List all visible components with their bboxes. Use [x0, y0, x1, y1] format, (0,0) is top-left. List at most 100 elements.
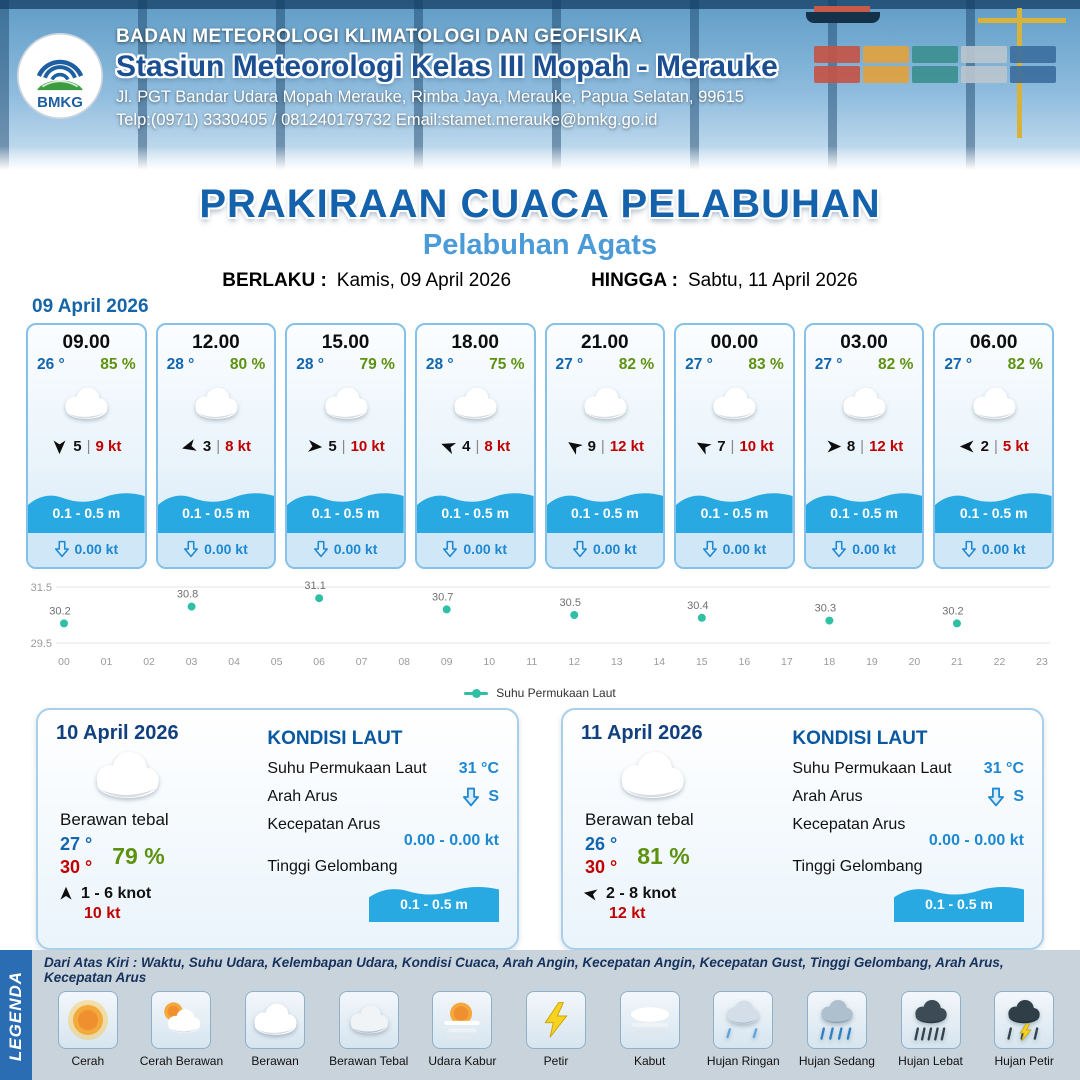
wave-height-label: Tinggi Gelombang [792, 858, 923, 875]
svg-text:29.5: 29.5 [31, 638, 52, 650]
wave-height: 0.1 - 0.5 m [830, 505, 898, 521]
sst-value: 31 °C [458, 760, 499, 777]
current-speed: 0.00 kt [722, 541, 767, 557]
wave-graphic: 0.1 - 0.5 m [416, 483, 534, 533]
svg-text:22: 22 [994, 656, 1006, 668]
forecast-card: 03.00 27 ° 82 % 8 | 12 kt 0.1 - 0.5 m 0.00 kt [803, 323, 925, 569]
current-direction-icon [988, 787, 1005, 807]
legend-title-bar: LEGENDA [0, 950, 32, 1080]
svg-text:06: 06 [313, 656, 325, 668]
humidity: 80 % [229, 356, 266, 373]
station-contact: Telp:(0971) 3330405 / 081240179732 Email… [116, 111, 658, 129]
humidity: 83 % [748, 356, 784, 373]
rain-heavy-icon [900, 991, 961, 1049]
humidity: 85 % [100, 356, 136, 373]
forecast-time: 06.00 [969, 332, 1018, 353]
legend-swatch-icon [464, 688, 489, 698]
wave-height-label: Tinggi Gelombang [267, 858, 398, 875]
current-dir-label: Arah Arus [792, 788, 863, 805]
temp-humidity-row: 27 ° 82 % [806, 354, 923, 374]
forecast-card: 18.00 28 ° 75 % 4 | 8 kt 0.1 - 0.5 m 0.00 kt [414, 323, 536, 569]
cloud-icon [287, 376, 404, 432]
svg-text:15: 15 [696, 656, 708, 668]
daily-temp-max: 30 ° [60, 857, 93, 878]
sea-conditions: KONDISI LAUT Suhu Permukaan Laut 31 °C Arah… [780, 722, 1024, 936]
svg-text:00: 00 [58, 656, 70, 668]
wind-force: 5 [328, 437, 337, 455]
wind-speed: 10 kt [350, 437, 385, 455]
svg-text:11: 11 [526, 656, 537, 668]
legend-description: Dari Atas Kiri : Waktu, Suhu Udara, Kele… [44, 955, 1004, 985]
svg-text:31.1: 31.1 [304, 580, 325, 592]
legend-item-label: Kabut [633, 1054, 666, 1068]
svg-text:05: 05 [271, 656, 283, 668]
station-address: Jl. PGT Bandar Udara Mopah Merauke, Rimb… [116, 88, 744, 106]
temp-humidity-row: 28 ° 79 % [287, 354, 404, 374]
svg-text:07: 07 [356, 656, 368, 668]
forecast-time: 18.00 [451, 332, 499, 353]
berlaku-value: Kamis, 09 April 2026 [336, 270, 512, 291]
wave-height: 0.1 - 0.5 m [52, 505, 121, 521]
temp-humidity-row: 26 ° 85 % [28, 354, 145, 374]
wave-graphic: 0.1 - 0.5 m [28, 483, 145, 533]
daily-left: 11 April 2026 Berawan tebal 26 ° 30 ° 81 % 2 … [581, 722, 780, 936]
wave-graphic: 0.1 - 0.5 m [157, 483, 275, 533]
forecast-date: 09 April 2026 [32, 296, 149, 317]
daily-wave-value: 0.1 - 0.5 m [400, 896, 468, 912]
bmkg-logo: BMKG [16, 32, 104, 120]
forecast-card: 06.00 27 ° 82 % 2 | 5 kt 0.1 - 0.5 m 0.00 kt [933, 323, 1054, 569]
org-name: BADAN METEOROLOGI KLIMATOLOGI DAN GEOFIS… [116, 26, 643, 47]
cloud-icon [245, 991, 306, 1049]
daily-temps: 27 ° 30 ° 79 % [60, 833, 255, 880]
current-speed: 0.00 kt [463, 541, 507, 557]
current-speed-label: Kecepatan Arus [792, 816, 906, 833]
legend-item: Berawan Tebal [325, 991, 413, 1068]
wind-force: 8 [846, 437, 856, 455]
daily-condition: Berawan tebal [60, 810, 169, 829]
current-row: 0.00 kt [287, 533, 404, 567]
header-text: BADAN METEOROLOGI KLIMATOLOGI DAN GEOFIS… [116, 26, 820, 130]
current-speed-value: 0.00 - 0.00 kt [928, 832, 1024, 849]
legend-item: Kabut [606, 991, 694, 1068]
current-speed: 0.00 kt [852, 541, 896, 557]
wind-row: 9 | 12 kt [547, 432, 664, 460]
daily-wind-range: 2 - 8 knot [606, 884, 677, 902]
daily-wave-value: 0.1 - 0.5 m [925, 896, 993, 912]
forecast-card: 12.00 28 ° 80 % 3 | 8 kt 0.1 - 0.5 m 0.00 kt [155, 323, 277, 569]
forecast-time: 03.00 [840, 332, 888, 353]
sun-cloud-icon [151, 991, 212, 1049]
svg-text:14: 14 [653, 656, 665, 668]
daily-wind-row: 2 - 8 knot [583, 885, 780, 903]
wind-separator: | [341, 437, 346, 455]
daily-date: 11 April 2026 [581, 722, 703, 744]
wave-graphic: 0.1 - 0.5 m [935, 483, 1052, 533]
cloud-icon [609, 747, 695, 805]
daily-wind-range: 1 - 6 knot [81, 884, 152, 902]
current-row: 0.00 kt [157, 533, 275, 567]
temperature: 28 ° [166, 356, 195, 373]
forecast-time: 15.00 [321, 332, 370, 353]
wave-graphic: 0.1 - 0.5 m [287, 483, 404, 533]
forecast-time: 21.00 [581, 332, 629, 353]
svg-text:09: 09 [441, 656, 453, 668]
legend-item: Hujan Lebat [887, 991, 975, 1068]
temperature: 28 ° [425, 356, 454, 373]
svg-text:30.2: 30.2 [942, 605, 963, 617]
port-name: Pelabuhan Agats [422, 229, 658, 261]
svg-text:03: 03 [186, 656, 198, 668]
temp-humidity-row: 28 ° 80 % [158, 354, 275, 374]
chart-legend: Suhu Permukaan Laut [0, 686, 1080, 700]
wind-force: 3 [202, 437, 212, 455]
legend-item: Udara Kabur [419, 991, 507, 1068]
wind-force: 4 [462, 437, 471, 455]
forecast-time: 00.00 [710, 332, 759, 353]
svg-text:01: 01 [101, 656, 113, 668]
current-direction-icon [54, 540, 69, 558]
wind-speed: 12 kt [869, 437, 904, 455]
wave-height: 0.1 - 0.5 m [182, 505, 250, 521]
wind-separator: | [860, 437, 865, 455]
legend-body: Dari Atas Kiri : Waktu, Suhu Udara, Kele… [32, 950, 1080, 1080]
current-dir-value: S [488, 788, 499, 805]
current-row: 0.00 kt [676, 533, 793, 567]
wind-speed: 9 kt [95, 437, 122, 455]
